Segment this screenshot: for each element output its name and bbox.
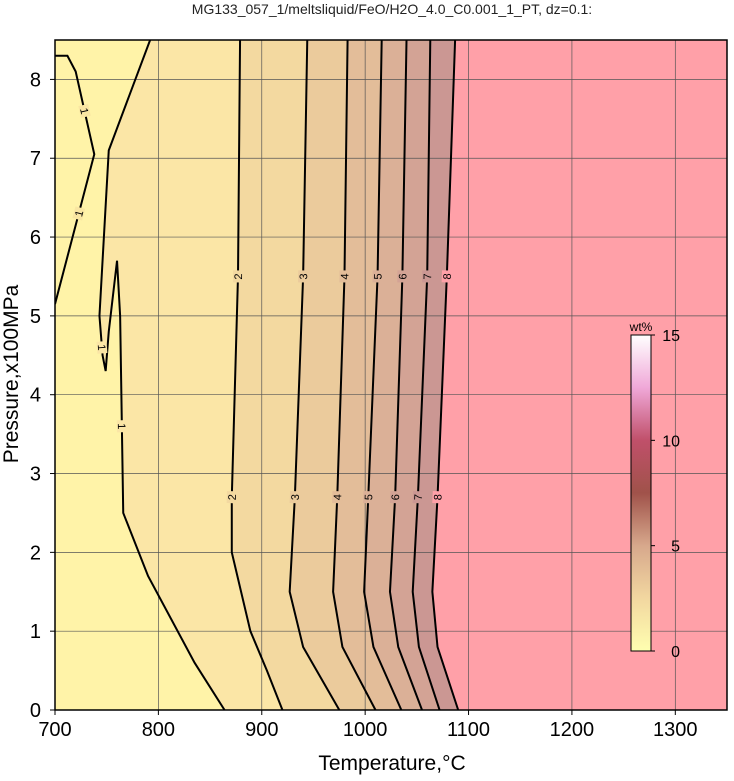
y-tick-label: 6 (30, 227, 41, 249)
contour-line (55, 54, 96, 305)
y-tick-label: 1 (30, 621, 41, 643)
contour-label-bg (232, 270, 244, 283)
contour-label: 8 (432, 494, 444, 501)
contour-line (363, 40, 403, 710)
y-tick-label: 8 (30, 69, 41, 91)
contour-label-bg (332, 491, 343, 504)
y-tick-label: 2 (30, 542, 41, 564)
contour-line (332, 40, 377, 710)
y-tick-label: 0 (30, 700, 41, 722)
contour-label: 3 (290, 494, 302, 501)
contour-line (431, 40, 460, 710)
contour-label-group: 4 (339, 270, 352, 283)
colorbar-tick-label: 10 (662, 433, 680, 450)
contour-label-bg (363, 490, 374, 504)
contour-label-group: 8 (432, 490, 445, 504)
contour-label-bg (441, 270, 453, 283)
contour-label-bg (339, 270, 350, 283)
contour-label-group: 5 (372, 270, 385, 283)
contour-label-bg (298, 270, 309, 283)
colorbar (630, 334, 652, 652)
contour-label-bg (78, 103, 91, 118)
contour-label: 1 (115, 423, 127, 429)
contour-label-group: 2 (226, 491, 239, 504)
contour-label-bg (372, 270, 383, 283)
contour-label-group: 5 (363, 490, 375, 504)
colorbar-tick-label: 15 (662, 328, 680, 345)
contour-label: 6 (390, 494, 402, 501)
x-tick-label: 800 (142, 719, 175, 741)
contour-label-bg (226, 491, 237, 504)
x-tick-label: 900 (245, 719, 278, 741)
x-tick-label: 1200 (550, 719, 595, 741)
contour-label-group: 6 (397, 270, 409, 283)
colorbar-tick-label: 0 (671, 644, 680, 661)
contour-label-bg (96, 341, 108, 354)
x-tick-label: 1000 (343, 719, 388, 741)
contour-label-group: 7 (412, 490, 425, 504)
contour-label: 5 (363, 494, 375, 501)
contour-label-bg (289, 490, 301, 504)
colorbar-tick-label: 5 (671, 539, 680, 556)
contour-label: 1 (73, 209, 86, 218)
contour-label: 2 (233, 273, 245, 279)
chart-title: MG133_057_1/meltsliquid/FeO/H2O_4.0_C0.0… (192, 1, 592, 17)
contour-label-group: 1 (72, 206, 86, 221)
contour-line (288, 40, 341, 710)
contour-label: 7 (413, 494, 425, 501)
y-tick-label: 5 (30, 306, 41, 328)
contour-label-bg (397, 270, 408, 283)
contour-label: 3 (298, 273, 310, 279)
contour-label: 2 (227, 494, 239, 500)
contour-label: 6 (397, 273, 409, 279)
x-tick-label: 700 (38, 719, 71, 741)
contour-label: 4 (332, 494, 344, 501)
contour-label: 7 (422, 273, 434, 279)
contour-label-group: 2 (232, 270, 245, 283)
contour-label-group: 4 (332, 491, 344, 504)
contour-label-group: 7 (422, 270, 434, 283)
contour-line (411, 40, 441, 710)
contour-label-bg (432, 490, 443, 504)
contour-line (388, 40, 423, 710)
y-tick-label: 4 (30, 385, 41, 407)
plot-frame (54, 39, 728, 711)
y-tick-label: 7 (30, 148, 41, 170)
contour-label-group: 8 (441, 270, 454, 283)
contour-label-group: 6 (389, 491, 402, 504)
contour-label: 4 (339, 273, 351, 279)
contour-label-group: 3 (289, 490, 302, 504)
y-tick-label: 3 (30, 464, 41, 486)
contour-label-bg (422, 270, 433, 283)
contour-line (98, 40, 226, 710)
contour-label-group: 1 (115, 420, 127, 433)
y-axis-label: Pressure,x100MPa (0, 284, 23, 463)
contour-label-bg (412, 490, 424, 504)
contour-label-bg (72, 206, 86, 221)
contour-label-bg (116, 420, 127, 433)
contour-label-group: 3 (298, 270, 310, 283)
x-tick-label: 1300 (653, 719, 698, 741)
contour-fill (432, 40, 727, 710)
contour-label: 1 (77, 107, 90, 116)
contour-label: 1 (95, 344, 107, 351)
x-tick-label: 1100 (447, 719, 490, 741)
contour-label: 8 (442, 273, 454, 280)
colorbar-label: wt% (629, 320, 653, 334)
x-axis-label: Temperature,°C (318, 752, 465, 775)
contour-label: 5 (373, 273, 385, 279)
contour-label-bg (389, 491, 401, 504)
contour-label-group: 1 (77, 103, 91, 118)
contour-label-group: 1 (95, 341, 108, 354)
